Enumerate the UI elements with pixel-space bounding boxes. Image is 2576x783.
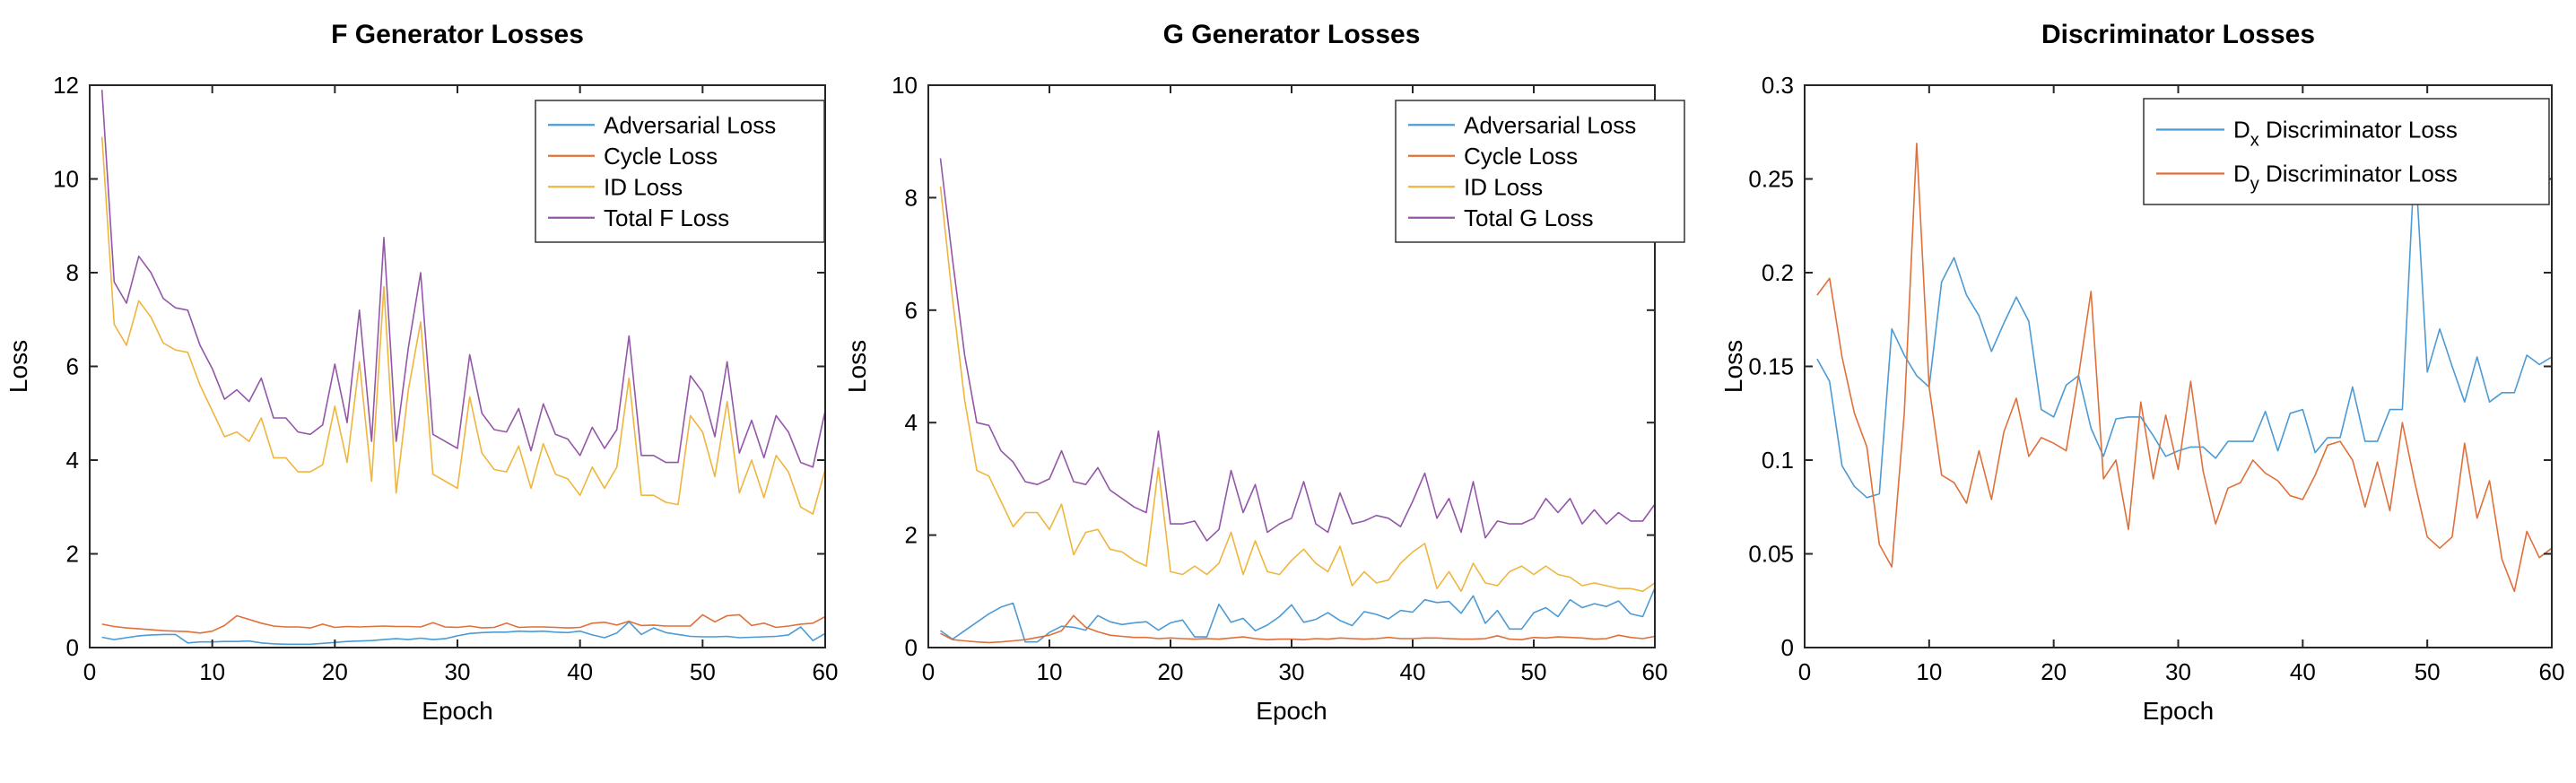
series-line-cycle-loss bbox=[940, 614, 1656, 644]
y-axis-label: Loss bbox=[4, 340, 32, 393]
series-group bbox=[100, 90, 826, 646]
x-tick-label: 10 bbox=[1037, 658, 1063, 685]
legend-label: ID Loss bbox=[1464, 173, 1543, 200]
series-group bbox=[939, 158, 1656, 644]
y-tick-label: 0.3 bbox=[1762, 72, 1794, 99]
y-tick-label: 0.2 bbox=[1762, 259, 1794, 286]
x-axis-label: Epoch bbox=[1256, 697, 1327, 725]
chart-title: Discriminator Losses bbox=[2041, 20, 2315, 49]
series-line-adversarial-loss bbox=[101, 621, 826, 646]
series-line-id-loss bbox=[939, 186, 1656, 593]
legend-label: Dx Discriminator Loss bbox=[2233, 117, 2458, 151]
legend-label: ID Loss bbox=[604, 173, 683, 200]
y-tick-label: 0 bbox=[905, 634, 918, 661]
y-tick-label: 2 bbox=[66, 541, 79, 568]
x-tick-label: 0 bbox=[922, 658, 935, 685]
x-tick-label: 50 bbox=[2415, 658, 2441, 685]
y-tick-label: 2 bbox=[905, 522, 918, 549]
y-tick-label: 0.25 bbox=[1748, 166, 1794, 193]
legend-label: Adversarial Loss bbox=[604, 111, 776, 138]
y-tick-label: 4 bbox=[66, 447, 79, 474]
x-tick-label: 20 bbox=[2041, 658, 2067, 685]
y-tick-label: 0.1 bbox=[1762, 447, 1794, 474]
x-tick-label: 40 bbox=[2290, 658, 2316, 685]
legend-item: Dy Discriminator Loss bbox=[2156, 161, 2458, 195]
y-axis-label: Loss bbox=[843, 340, 871, 393]
y-tick-label: 4 bbox=[905, 409, 918, 436]
legend: Dx Discriminator Loss Dy Discriminator Lo… bbox=[2143, 98, 2550, 205]
legend-item: Total F Loss bbox=[548, 204, 729, 231]
series-line-total-g-loss bbox=[939, 158, 1656, 542]
x-tick-label: 60 bbox=[2539, 658, 2565, 685]
legend-box bbox=[2143, 98, 2550, 205]
legend-item: Dx Discriminator Loss bbox=[2156, 117, 2458, 151]
chart-panel-2: 0 10 20 30 40 50 60 0 2 4 6 8 10 G Generator Losses Ep… bbox=[843, 20, 1685, 725]
y-axis-label: Loss bbox=[1719, 340, 1747, 393]
y-axis: 0 2 4 6 8 10 bbox=[892, 72, 1655, 661]
x-axis-label: Epoch bbox=[2143, 697, 2214, 725]
legend-label: Dy Discriminator Loss bbox=[2233, 161, 2458, 195]
series-group bbox=[1816, 143, 2553, 593]
legend-item: Adversarial Loss bbox=[548, 111, 776, 138]
chart-panel-3: 0 10 20 30 40 50 60 0 0.05 0.1 0.15 0.2 0.25 0.3 Discr… bbox=[1719, 20, 2564, 725]
x-tick-label: 40 bbox=[567, 658, 593, 685]
x-axis: 0 10 20 30 40 50 60 bbox=[1798, 85, 2565, 685]
x-tick-label: 20 bbox=[322, 658, 348, 685]
series-line-total-f-loss bbox=[100, 90, 826, 468]
y-tick-label: 10 bbox=[892, 72, 918, 99]
x-tick-label: 50 bbox=[690, 658, 716, 685]
x-axis: 0 10 20 30 40 50 60 bbox=[83, 85, 839, 685]
legend-label: Adversarial Loss bbox=[1464, 111, 1636, 138]
y-tick-label: 10 bbox=[53, 166, 79, 193]
y-tick-label: 8 bbox=[905, 184, 918, 211]
legend-label: Total G Loss bbox=[1464, 204, 1594, 231]
x-tick-label: 30 bbox=[1279, 658, 1305, 685]
x-tick-label: 20 bbox=[1158, 658, 1184, 685]
y-tick-label: 12 bbox=[53, 72, 79, 99]
y-axis: 0 2 4 6 8 10 12 bbox=[53, 72, 825, 661]
x-tick-label: 10 bbox=[1916, 658, 1942, 685]
legend: Adversarial Loss Cycle Loss ID Loss Total F… bbox=[535, 100, 825, 243]
legend-item: ID Loss bbox=[548, 173, 683, 200]
y-tick-label: 6 bbox=[905, 297, 918, 324]
series-line-d-x-discriminator-loss bbox=[1816, 153, 2553, 499]
y-tick-label: 6 bbox=[66, 353, 79, 380]
chart-title: G Generator Losses bbox=[1163, 20, 1421, 49]
legend-label: Cycle Loss bbox=[604, 143, 718, 170]
chart-title: F Generator Losses bbox=[331, 20, 584, 49]
x-axis: 0 10 20 30 40 50 60 bbox=[922, 85, 1668, 685]
x-tick-label: 50 bbox=[1521, 658, 1547, 685]
legend: Adversarial Loss Cycle Loss ID Loss Total G… bbox=[1395, 100, 1685, 243]
series-line-d-y-discriminator-loss bbox=[1816, 143, 2553, 593]
x-tick-label: 10 bbox=[199, 658, 225, 685]
y-tick-label: 0 bbox=[66, 634, 79, 661]
chart-panel-1: 0 10 20 30 40 50 60 0 2 4 6 8 10 12 F Generator Losses… bbox=[4, 20, 838, 725]
series-line-adversarial-loss bbox=[940, 587, 1656, 643]
series-line-id-loss bbox=[100, 136, 826, 515]
y-axis: 0 0.05 0.1 0.15 0.2 0.25 0.3 bbox=[1748, 72, 2552, 661]
x-tick-label: 60 bbox=[1642, 658, 1668, 685]
legend-item: Adversarial Loss bbox=[1408, 111, 1636, 138]
legend-item: Cycle Loss bbox=[548, 143, 718, 170]
x-tick-label: 0 bbox=[83, 658, 96, 685]
x-tick-label: 30 bbox=[2165, 658, 2191, 685]
x-tick-label: 30 bbox=[445, 658, 471, 685]
x-tick-label: 60 bbox=[813, 658, 839, 685]
x-axis-label: Epoch bbox=[422, 697, 492, 725]
y-tick-label: 0.05 bbox=[1748, 541, 1794, 568]
y-tick-label: 8 bbox=[66, 259, 79, 286]
y-tick-label: 0 bbox=[1781, 634, 1794, 661]
legend-label: Total F Loss bbox=[604, 204, 729, 231]
x-tick-label: 0 bbox=[1798, 658, 1811, 685]
legend-item: Total G Loss bbox=[1408, 204, 1594, 231]
legend-label: Cycle Loss bbox=[1464, 143, 1578, 170]
legend-item: ID Loss bbox=[1408, 173, 1543, 200]
series-line-cycle-loss bbox=[101, 613, 826, 634]
y-tick-label: 0.15 bbox=[1748, 353, 1794, 380]
x-tick-label: 40 bbox=[1400, 658, 1426, 685]
legend-item: Cycle Loss bbox=[1408, 143, 1578, 170]
